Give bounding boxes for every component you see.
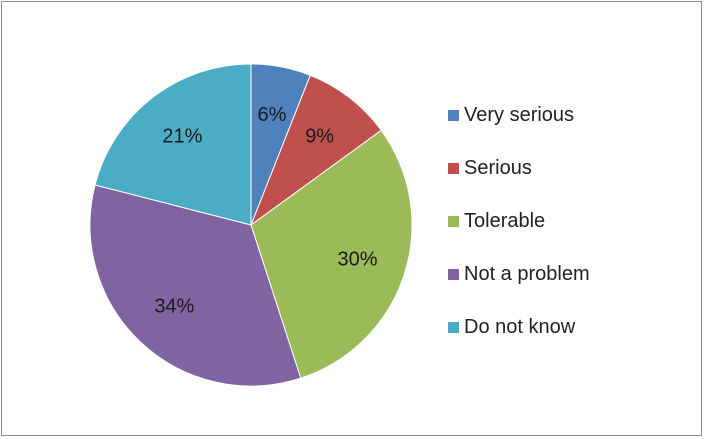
legend-swatch-not-a-problem	[448, 268, 459, 280]
legend-label-very-serious: Very serious	[464, 103, 575, 126]
legend-item-very-serious: Very serious	[448, 102, 590, 128]
slice-label-tolerable: 30%	[338, 249, 378, 271]
legend-item-serious: Serious	[448, 155, 590, 181]
legend: Very serious Serious Tolerable Not a pro…	[448, 102, 590, 367]
legend-swatch-serious	[448, 162, 459, 174]
legend-swatch-tolerable	[448, 215, 459, 227]
legend-item-do-not-know: Do not know	[448, 314, 590, 340]
legend-item-not-a-problem: Not a problem	[448, 261, 590, 287]
legend-label-not-a-problem: Not a problem	[464, 262, 590, 285]
slice-label-serious: 9%	[305, 126, 334, 148]
legend-swatch-do-not-know	[448, 321, 459, 333]
pie-slice-serious	[249, 74, 382, 227]
legend-label-serious: Serious	[464, 156, 532, 179]
legend-label-tolerable: Tolerable	[464, 209, 546, 232]
legend-label-do-not-know: Do not know	[464, 315, 576, 338]
slice-label-do-not-know: 21%	[162, 126, 202, 148]
pie-slice-not-a-problem	[89, 184, 302, 387]
slice-label-not-a-problem: 34%	[154, 296, 194, 318]
pie-slice-tolerable	[250, 129, 413, 379]
slice-label-very-serious: 6%	[258, 104, 287, 126]
legend-swatch-very-serious	[448, 109, 459, 121]
legend-item-tolerable: Tolerable	[448, 208, 590, 234]
pie-slice-do-not-know	[94, 63, 252, 226]
